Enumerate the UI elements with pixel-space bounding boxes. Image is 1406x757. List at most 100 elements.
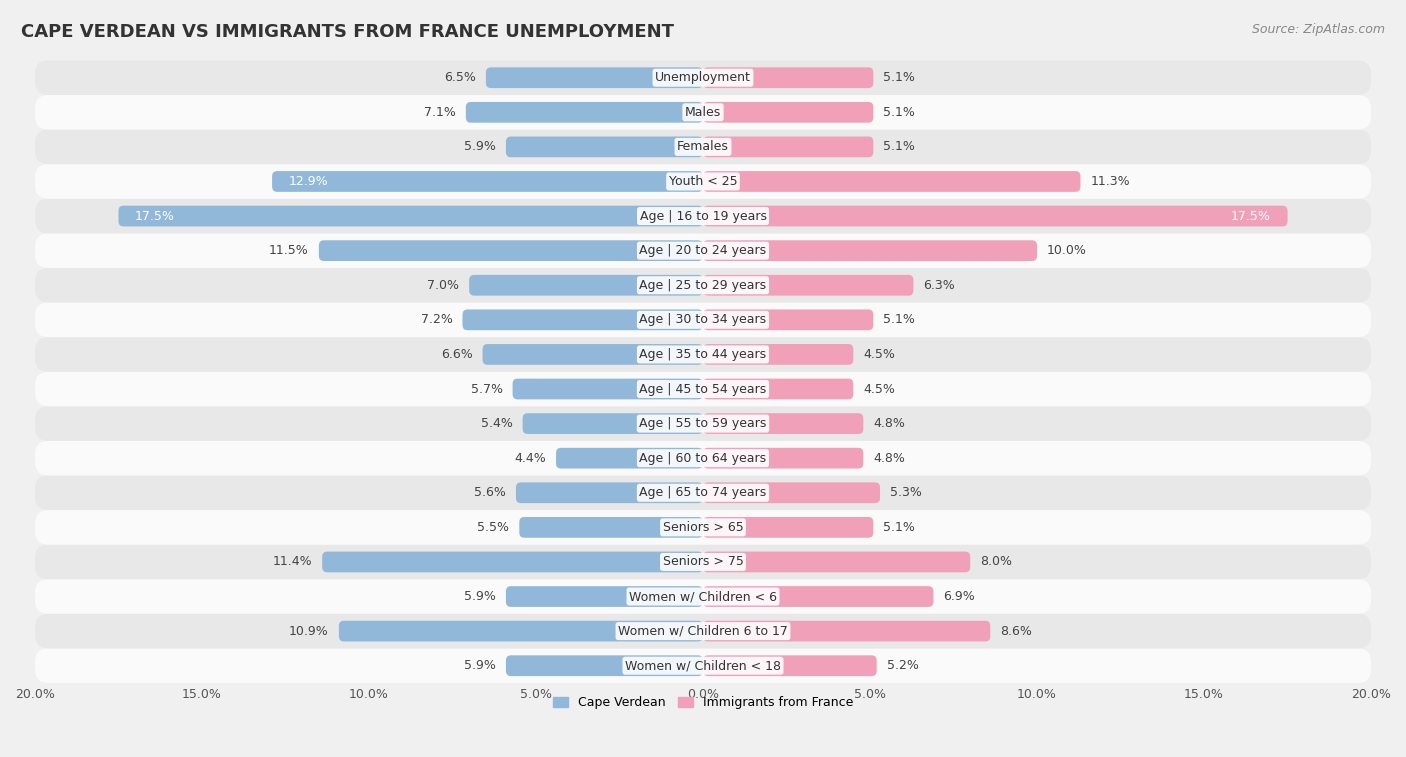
FancyBboxPatch shape xyxy=(703,136,873,157)
Text: 5.5%: 5.5% xyxy=(477,521,509,534)
FancyBboxPatch shape xyxy=(319,240,703,261)
FancyBboxPatch shape xyxy=(703,517,873,537)
FancyBboxPatch shape xyxy=(35,475,1371,510)
FancyBboxPatch shape xyxy=(486,67,703,88)
Text: Women w/ Children < 6: Women w/ Children < 6 xyxy=(628,590,778,603)
FancyBboxPatch shape xyxy=(703,171,1080,192)
Text: 5.6%: 5.6% xyxy=(474,486,506,500)
Text: 4.4%: 4.4% xyxy=(515,452,546,465)
FancyBboxPatch shape xyxy=(35,510,1371,544)
FancyBboxPatch shape xyxy=(703,240,1038,261)
FancyBboxPatch shape xyxy=(703,482,880,503)
Text: 17.5%: 17.5% xyxy=(1232,210,1271,223)
FancyBboxPatch shape xyxy=(703,344,853,365)
FancyBboxPatch shape xyxy=(506,656,703,676)
FancyBboxPatch shape xyxy=(35,579,1371,614)
FancyBboxPatch shape xyxy=(35,372,1371,407)
Text: 7.1%: 7.1% xyxy=(425,106,456,119)
Text: 11.3%: 11.3% xyxy=(1091,175,1130,188)
Text: 10.0%: 10.0% xyxy=(1047,245,1087,257)
Text: Age | 16 to 19 years: Age | 16 to 19 years xyxy=(640,210,766,223)
FancyBboxPatch shape xyxy=(35,268,1371,303)
Text: Age | 45 to 54 years: Age | 45 to 54 years xyxy=(640,382,766,395)
FancyBboxPatch shape xyxy=(703,448,863,469)
Text: 5.7%: 5.7% xyxy=(471,382,502,395)
FancyBboxPatch shape xyxy=(703,310,873,330)
FancyBboxPatch shape xyxy=(35,129,1371,164)
Text: Age | 60 to 64 years: Age | 60 to 64 years xyxy=(640,452,766,465)
Text: 5.4%: 5.4% xyxy=(481,417,513,430)
Text: 4.5%: 4.5% xyxy=(863,348,896,361)
FancyBboxPatch shape xyxy=(35,95,1371,129)
FancyBboxPatch shape xyxy=(35,61,1371,95)
Text: Women w/ Children < 18: Women w/ Children < 18 xyxy=(626,659,780,672)
FancyBboxPatch shape xyxy=(463,310,703,330)
Text: Age | 55 to 59 years: Age | 55 to 59 years xyxy=(640,417,766,430)
Text: Age | 25 to 29 years: Age | 25 to 29 years xyxy=(640,279,766,291)
FancyBboxPatch shape xyxy=(322,552,703,572)
FancyBboxPatch shape xyxy=(273,171,703,192)
FancyBboxPatch shape xyxy=(482,344,703,365)
Text: 8.0%: 8.0% xyxy=(980,556,1012,569)
Text: 7.0%: 7.0% xyxy=(427,279,460,291)
Text: Age | 30 to 34 years: Age | 30 to 34 years xyxy=(640,313,766,326)
FancyBboxPatch shape xyxy=(506,586,703,607)
FancyBboxPatch shape xyxy=(35,407,1371,441)
FancyBboxPatch shape xyxy=(703,586,934,607)
FancyBboxPatch shape xyxy=(703,552,970,572)
Text: Age | 35 to 44 years: Age | 35 to 44 years xyxy=(640,348,766,361)
Text: 7.2%: 7.2% xyxy=(420,313,453,326)
Text: 10.9%: 10.9% xyxy=(290,625,329,637)
Text: CAPE VERDEAN VS IMMIGRANTS FROM FRANCE UNEMPLOYMENT: CAPE VERDEAN VS IMMIGRANTS FROM FRANCE U… xyxy=(21,23,673,41)
Text: 12.9%: 12.9% xyxy=(288,175,329,188)
Text: 6.9%: 6.9% xyxy=(943,590,976,603)
Text: 5.9%: 5.9% xyxy=(464,590,496,603)
Text: 4.5%: 4.5% xyxy=(863,382,896,395)
Text: Source: ZipAtlas.com: Source: ZipAtlas.com xyxy=(1251,23,1385,36)
FancyBboxPatch shape xyxy=(35,441,1371,475)
FancyBboxPatch shape xyxy=(35,614,1371,649)
Text: 4.8%: 4.8% xyxy=(873,452,905,465)
FancyBboxPatch shape xyxy=(703,621,990,641)
Text: Age | 65 to 74 years: Age | 65 to 74 years xyxy=(640,486,766,500)
FancyBboxPatch shape xyxy=(35,164,1371,199)
Text: Females: Females xyxy=(678,140,728,154)
Text: 8.6%: 8.6% xyxy=(1000,625,1032,637)
FancyBboxPatch shape xyxy=(35,544,1371,579)
Text: 5.3%: 5.3% xyxy=(890,486,922,500)
Text: 5.1%: 5.1% xyxy=(883,106,915,119)
Text: 6.6%: 6.6% xyxy=(440,348,472,361)
Text: Unemployment: Unemployment xyxy=(655,71,751,84)
Text: Youth < 25: Youth < 25 xyxy=(669,175,737,188)
Text: 6.3%: 6.3% xyxy=(924,279,955,291)
FancyBboxPatch shape xyxy=(513,378,703,400)
Text: 4.8%: 4.8% xyxy=(873,417,905,430)
FancyBboxPatch shape xyxy=(703,206,1288,226)
Text: 5.1%: 5.1% xyxy=(883,521,915,534)
FancyBboxPatch shape xyxy=(703,656,877,676)
FancyBboxPatch shape xyxy=(703,67,873,88)
FancyBboxPatch shape xyxy=(35,649,1371,683)
Legend: Cape Verdean, Immigrants from France: Cape Verdean, Immigrants from France xyxy=(548,691,858,714)
FancyBboxPatch shape xyxy=(703,378,853,400)
Text: Seniors > 65: Seniors > 65 xyxy=(662,521,744,534)
FancyBboxPatch shape xyxy=(465,102,703,123)
FancyBboxPatch shape xyxy=(516,482,703,503)
Text: Males: Males xyxy=(685,106,721,119)
Text: 5.2%: 5.2% xyxy=(887,659,918,672)
FancyBboxPatch shape xyxy=(339,621,703,641)
FancyBboxPatch shape xyxy=(118,206,703,226)
FancyBboxPatch shape xyxy=(470,275,703,296)
Text: 5.1%: 5.1% xyxy=(883,71,915,84)
FancyBboxPatch shape xyxy=(523,413,703,434)
FancyBboxPatch shape xyxy=(555,448,703,469)
FancyBboxPatch shape xyxy=(35,233,1371,268)
Text: Age | 20 to 24 years: Age | 20 to 24 years xyxy=(640,245,766,257)
Text: Women w/ Children 6 to 17: Women w/ Children 6 to 17 xyxy=(619,625,787,637)
Text: 17.5%: 17.5% xyxy=(135,210,174,223)
FancyBboxPatch shape xyxy=(703,275,914,296)
Text: 5.9%: 5.9% xyxy=(464,140,496,154)
Text: 5.1%: 5.1% xyxy=(883,313,915,326)
FancyBboxPatch shape xyxy=(506,136,703,157)
FancyBboxPatch shape xyxy=(35,199,1371,233)
